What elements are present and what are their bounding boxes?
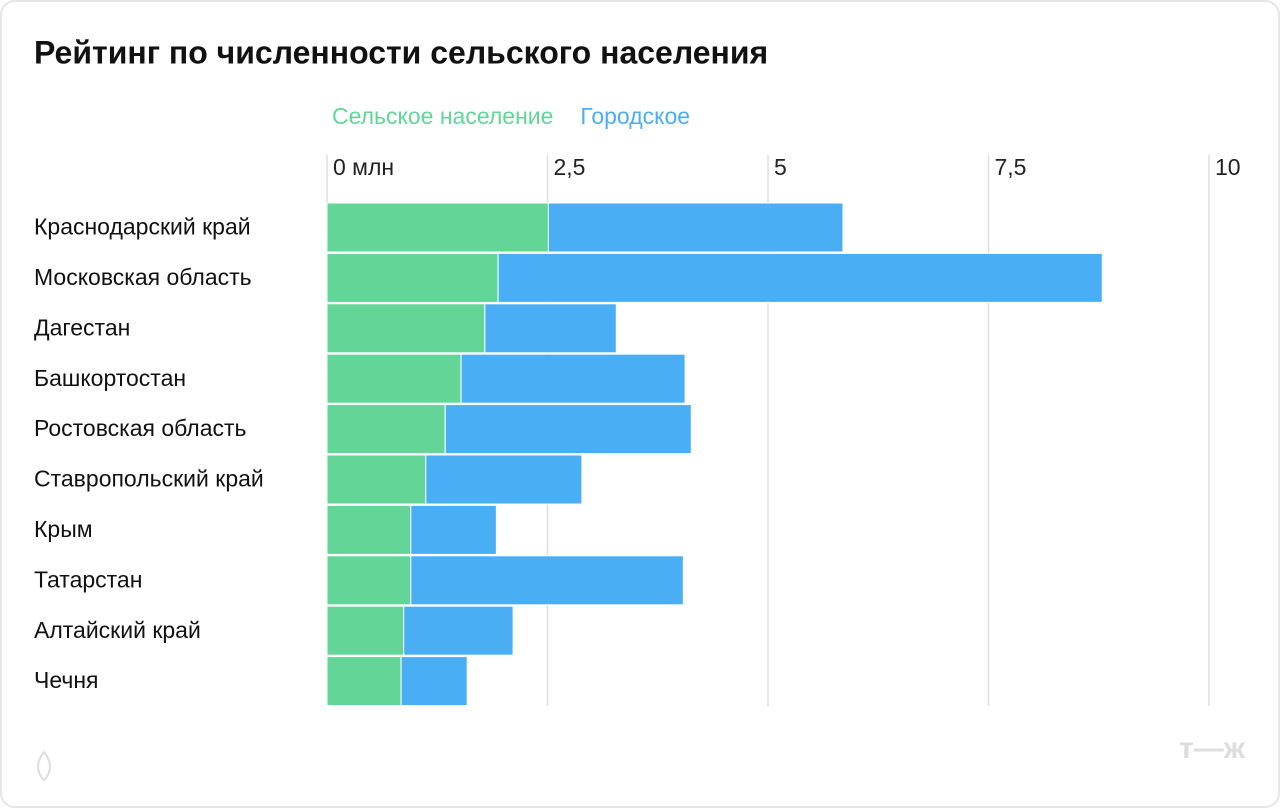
y-tick-label: Ставропольский край <box>34 466 264 492</box>
x-tick-label: 5 <box>774 154 787 180</box>
bar <box>326 656 402 707</box>
bar <box>326 202 549 253</box>
bar <box>444 404 692 455</box>
bar <box>497 252 1103 303</box>
bar <box>326 252 499 303</box>
y-tick-label: Краснодарский край <box>34 214 251 240</box>
bar <box>326 303 486 354</box>
bar <box>410 555 684 606</box>
chart-title: Рейтинг по численности сельского населен… <box>34 34 768 70</box>
bar <box>547 202 844 253</box>
y-tick-label: Алтайский край <box>34 617 201 643</box>
y-tick-label: Чечня <box>34 667 99 693</box>
legend-label: Сельское население <box>332 103 553 129</box>
y-tick-label: Московская область <box>34 264 252 290</box>
x-tick-label: 0 млн <box>333 154 394 180</box>
y-tick-label: Дагестан <box>34 314 130 340</box>
bar <box>326 454 427 505</box>
y-tick-label: Ростовская область <box>34 415 247 441</box>
bar <box>326 404 446 455</box>
x-tick-label: 10 <box>1215 154 1241 180</box>
y-tick-label: Татарстан <box>34 566 142 592</box>
bar <box>484 303 617 354</box>
y-tick-label: Крым <box>34 516 93 542</box>
bar <box>326 605 405 656</box>
y-tick-label: Башкортостан <box>34 365 186 391</box>
bar <box>410 504 497 555</box>
x-tick-label: 7,5 <box>995 154 1027 180</box>
bar <box>326 504 412 555</box>
bar <box>326 353 462 404</box>
bar <box>460 353 686 404</box>
x-tick-label: 2,5 <box>554 154 586 180</box>
legend-label: Городское <box>580 103 690 129</box>
logo: т—ж <box>1179 732 1246 765</box>
bar <box>326 555 412 606</box>
bar <box>425 454 583 505</box>
icon <box>37 750 51 782</box>
bar <box>400 656 468 707</box>
bar <box>403 605 514 656</box>
